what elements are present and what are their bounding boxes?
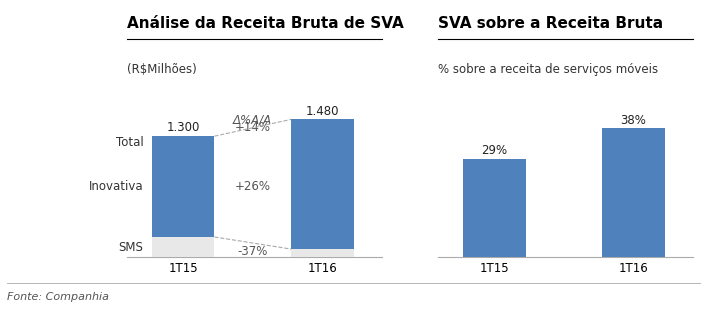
Text: SMS: SMS: [119, 241, 144, 254]
Text: Δ%A/A: Δ%A/A: [233, 114, 272, 127]
Text: Total: Total: [115, 136, 144, 149]
Bar: [152, 237, 214, 257]
Text: 1.480: 1.480: [305, 105, 339, 117]
Bar: [463, 159, 525, 257]
Text: +14%: +14%: [235, 121, 271, 134]
Text: (R$Milhões): (R$Milhões): [127, 63, 197, 76]
Text: 29%: 29%: [481, 144, 507, 157]
Text: % sobre a receita de serviços móveis: % sobre a receita de serviços móveis: [438, 63, 658, 76]
Text: Análise da Receita Bruta de SVA: Análise da Receita Bruta de SVA: [127, 16, 404, 31]
Bar: [291, 249, 354, 257]
Text: 1.300: 1.300: [166, 121, 200, 134]
Bar: [602, 128, 665, 257]
Text: Fonte: Companhia: Fonte: Companhia: [7, 292, 109, 302]
Text: 38%: 38%: [621, 114, 646, 127]
Text: -37%: -37%: [238, 245, 268, 258]
Text: Inovativa: Inovativa: [88, 180, 144, 193]
Text: SVA sobre a Receita Bruta: SVA sobre a Receita Bruta: [438, 16, 663, 31]
Bar: [152, 136, 214, 237]
Text: +26%: +26%: [235, 180, 271, 193]
Bar: [291, 119, 354, 249]
